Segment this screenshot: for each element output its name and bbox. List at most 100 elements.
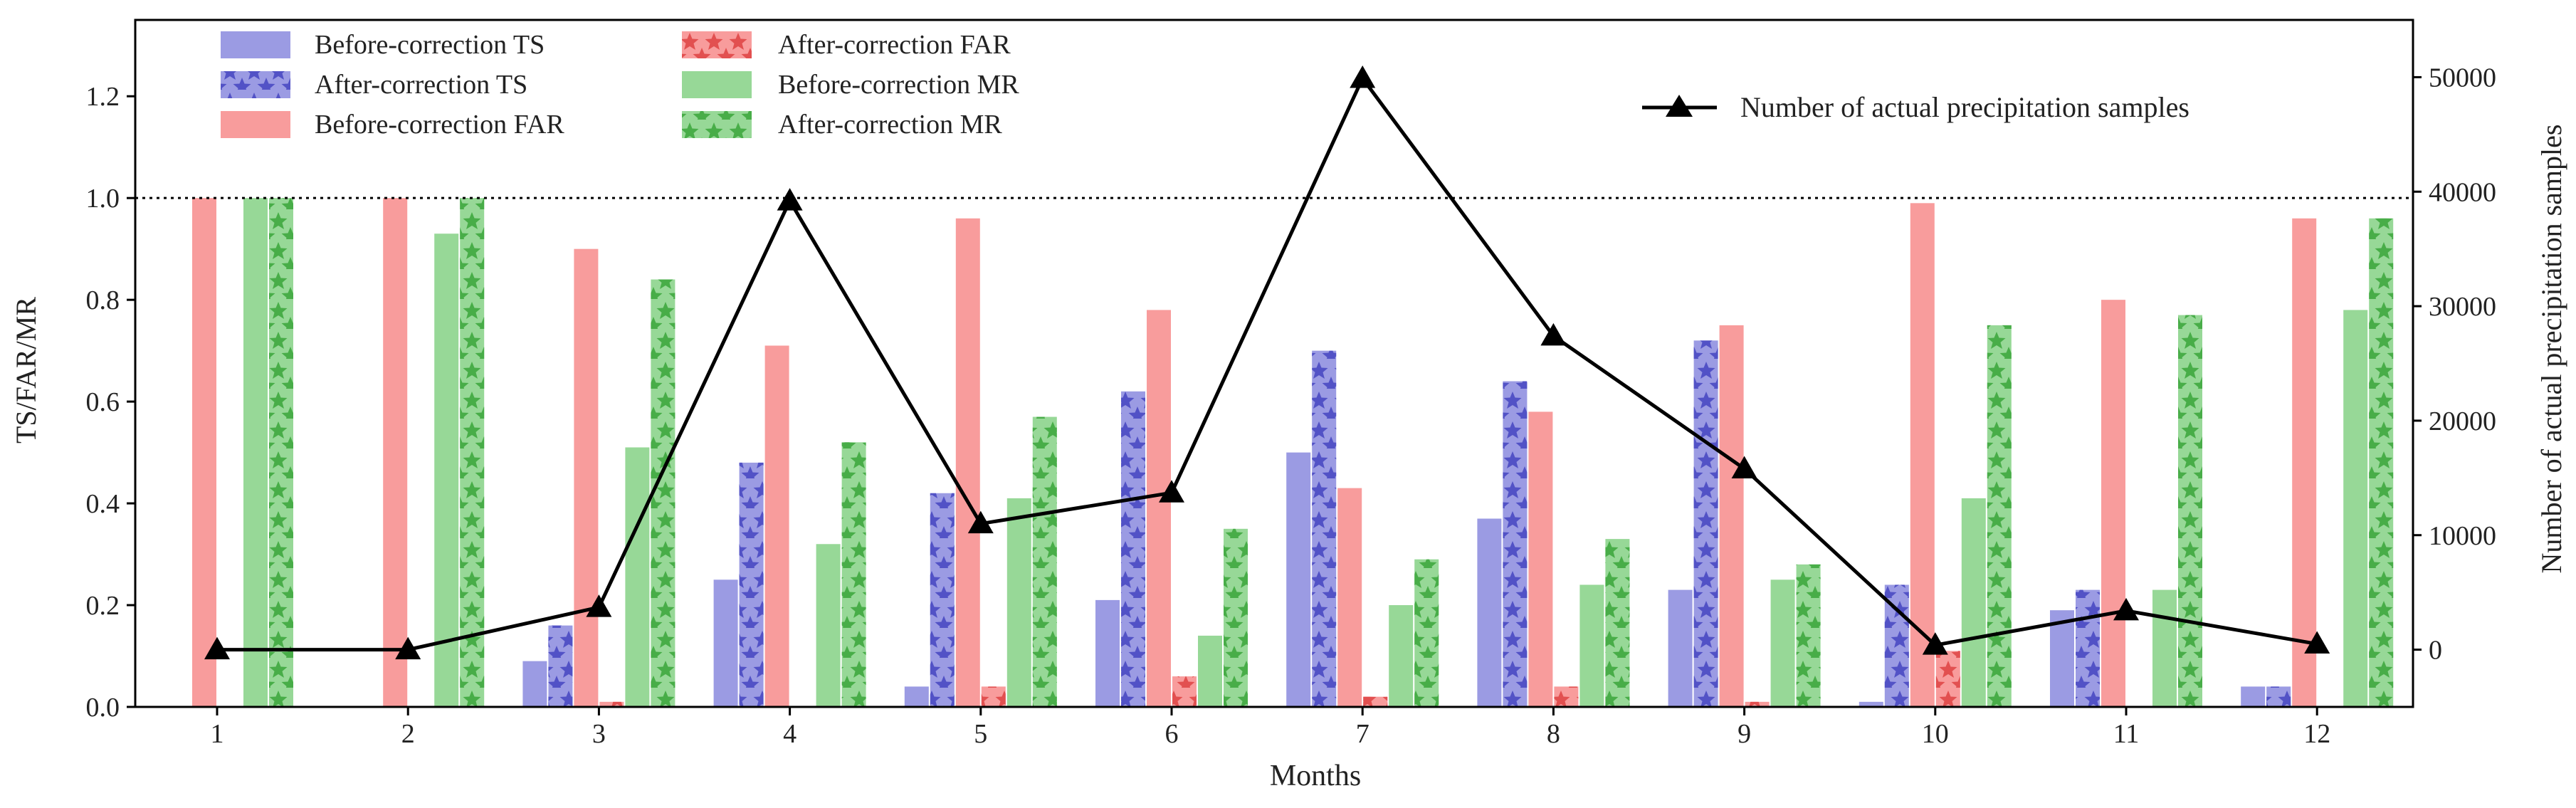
- bar-before-correction-ts-month-3: [522, 661, 547, 707]
- y-tick-label: 0.4: [86, 489, 120, 519]
- bar-before-correction-far-month-7: [1337, 488, 1362, 707]
- bar-before-correction-mr-month-6: [1198, 635, 1222, 707]
- line-series-samples: [217, 75, 2318, 652]
- bar-pattern-after-correction-ts-month-10: [1884, 584, 1909, 707]
- y-axis-label: TS/FAR/MR: [10, 297, 42, 444]
- bars-layer: [192, 198, 2394, 708]
- y-tick-label: 1.2: [86, 82, 120, 112]
- line-legend-label: Number of actual precipitation samples: [1740, 91, 2189, 123]
- line-marker-month-5: [967, 510, 994, 534]
- bar-pattern-after-correction-ts-month-11: [2076, 589, 2100, 707]
- bar-before-correction-far-month-1: [192, 198, 216, 707]
- line-marker-month-3: [586, 594, 612, 617]
- bar-before-correction-far-month-10: [1910, 203, 1935, 707]
- line-marker-month-10: [1922, 632, 1948, 655]
- bar-pattern-after-correction-ts-month-5: [930, 493, 955, 707]
- x-tick-label: 8: [1547, 719, 1560, 749]
- plot-frame: [134, 19, 2414, 708]
- bar-before-correction-mr-month-9: [1770, 579, 1795, 707]
- x-tick-label: 11: [2113, 719, 2140, 749]
- bar-pattern-after-correction-mr-month-5: [1032, 416, 1057, 707]
- bar-pattern-after-correction-far-month-10: [1935, 651, 1960, 707]
- y2-tick-label: 20000: [2429, 406, 2496, 436]
- x-tick-label: 5: [974, 719, 987, 749]
- y2-axis-label: Number of actual precipitation samples: [2535, 125, 2567, 574]
- bar-pattern-after-correction-mr-month-10: [1987, 325, 2012, 707]
- bar-pattern-after-correction-far-month-6: [1172, 676, 1197, 707]
- line-marker-month-4: [777, 188, 803, 211]
- line-series-layer: [204, 65, 2330, 660]
- bar-before-correction-far-month-12: [2292, 218, 2317, 707]
- line-legend: Number of actual precipitation samples: [1642, 91, 2189, 123]
- bar-before-correction-far-month-3: [574, 248, 599, 708]
- bar-pattern-after-correction-ts-month-12: [2266, 686, 2291, 707]
- bar-pattern-after-correction-ts-month-4: [739, 462, 764, 707]
- bar-before-correction-mr-month-2: [434, 234, 459, 707]
- bar-before-correction-mr-month-12: [2343, 310, 2368, 707]
- x-tick-label: 9: [1738, 719, 1751, 749]
- bar-pattern-after-correction-mr-month-9: [1796, 564, 1821, 707]
- bar-before-correction-far-month-2: [383, 198, 408, 707]
- line-legend-marker: [1666, 95, 1693, 117]
- bar-pattern-after-correction-mr-month-6: [1224, 528, 1248, 707]
- bar-before-correction-mr-month-5: [1006, 498, 1031, 707]
- x-tick-label: 4: [783, 719, 797, 749]
- line-marker-month-1: [204, 636, 230, 660]
- legend-swatch-before-mr: [682, 71, 752, 98]
- bar-before-correction-far-month-11: [2101, 300, 2125, 707]
- bar-pattern-after-correction-far-month-8: [1554, 686, 1579, 707]
- bar-before-correction-ts-month-5: [904, 686, 929, 707]
- y2-tick-label: 40000: [2429, 177, 2496, 207]
- bar-before-correction-ts-month-10: [1859, 701, 1883, 707]
- legend-label-after-far: After-correction FAR: [778, 30, 1011, 60]
- axes-layer: 0.0 0.2 0.4 0.6 0.8 1.0 1.2 0 10000 20000 30000 400…: [86, 19, 2496, 749]
- bar-pattern-after-correction-far-month-3: [599, 701, 624, 707]
- x-tick-label: 6: [1165, 719, 1179, 749]
- bar-pattern-after-correction-ts-month-3: [548, 625, 573, 707]
- line-marker-month-9: [1731, 456, 1757, 478]
- bar-before-correction-mr-month-4: [816, 544, 841, 707]
- bar-before-correction-far-month-4: [764, 345, 789, 707]
- bar-pattern-after-correction-ts-month-7: [1312, 350, 1337, 707]
- legend-swatch-after-far-pattern: [682, 31, 752, 58]
- bar-pattern-after-correction-ts-month-6: [1121, 391, 1145, 707]
- bar-before-correction-mr-month-3: [625, 447, 650, 707]
- bar-before-correction-ts-month-9: [1668, 589, 1693, 707]
- bar-pattern-after-correction-ts-month-9: [1693, 340, 1718, 707]
- y-tick-label: 0.0: [86, 693, 120, 723]
- y-tick-label: 0.8: [86, 285, 120, 315]
- x-tick-label: 10: [1922, 719, 1949, 749]
- y2-tick-label: 10000: [2429, 521, 2496, 551]
- line-marker-month-6: [1159, 480, 1184, 503]
- x-tick-label: 7: [1356, 719, 1370, 749]
- x-tick-label: 3: [592, 719, 606, 749]
- y-tick-label: 0.2: [86, 591, 120, 621]
- bar-before-correction-mr-month-7: [1389, 605, 1414, 707]
- y2-tick-label: 0: [2429, 636, 2442, 666]
- bar-before-correction-ts-month-12: [2241, 686, 2266, 707]
- bar-pattern-after-correction-mr-month-8: [1605, 539, 1630, 707]
- x-tick-label: 1: [211, 719, 224, 749]
- line-marker-month-8: [1540, 322, 1567, 346]
- bar-before-correction-far-month-5: [955, 218, 980, 707]
- bar-before-correction-ts-month-7: [1286, 452, 1311, 707]
- bar-before-correction-mr-month-1: [243, 198, 268, 707]
- bar-pattern-after-correction-far-month-7: [1363, 696, 1388, 707]
- bar-pattern-after-correction-mr-month-4: [841, 442, 866, 707]
- line-marker-month-11: [2113, 597, 2139, 621]
- legend-swatch-after-ts-pattern: [221, 71, 290, 98]
- bar-before-correction-ts-month-4: [713, 579, 738, 707]
- bar-before-correction-far-month-6: [1147, 310, 1171, 707]
- legend-swatch-after-mr-pattern: [682, 111, 752, 138]
- y2-tick-label: 50000: [2429, 63, 2496, 93]
- bar-pattern-after-correction-ts-month-8: [1503, 381, 1528, 707]
- legend-label-before-far: Before-correction FAR: [315, 110, 564, 140]
- x-tick-label: 2: [401, 719, 415, 749]
- legend-swatch-before-ts: [221, 31, 290, 58]
- line-marker-month-12: [2304, 631, 2330, 654]
- bar-before-correction-ts-month-8: [1477, 518, 1502, 707]
- legend-swatch-before-far: [221, 111, 290, 138]
- bar-pattern-after-correction-mr-month-7: [1414, 559, 1439, 707]
- bar-pattern-after-correction-far-month-5: [981, 686, 1006, 707]
